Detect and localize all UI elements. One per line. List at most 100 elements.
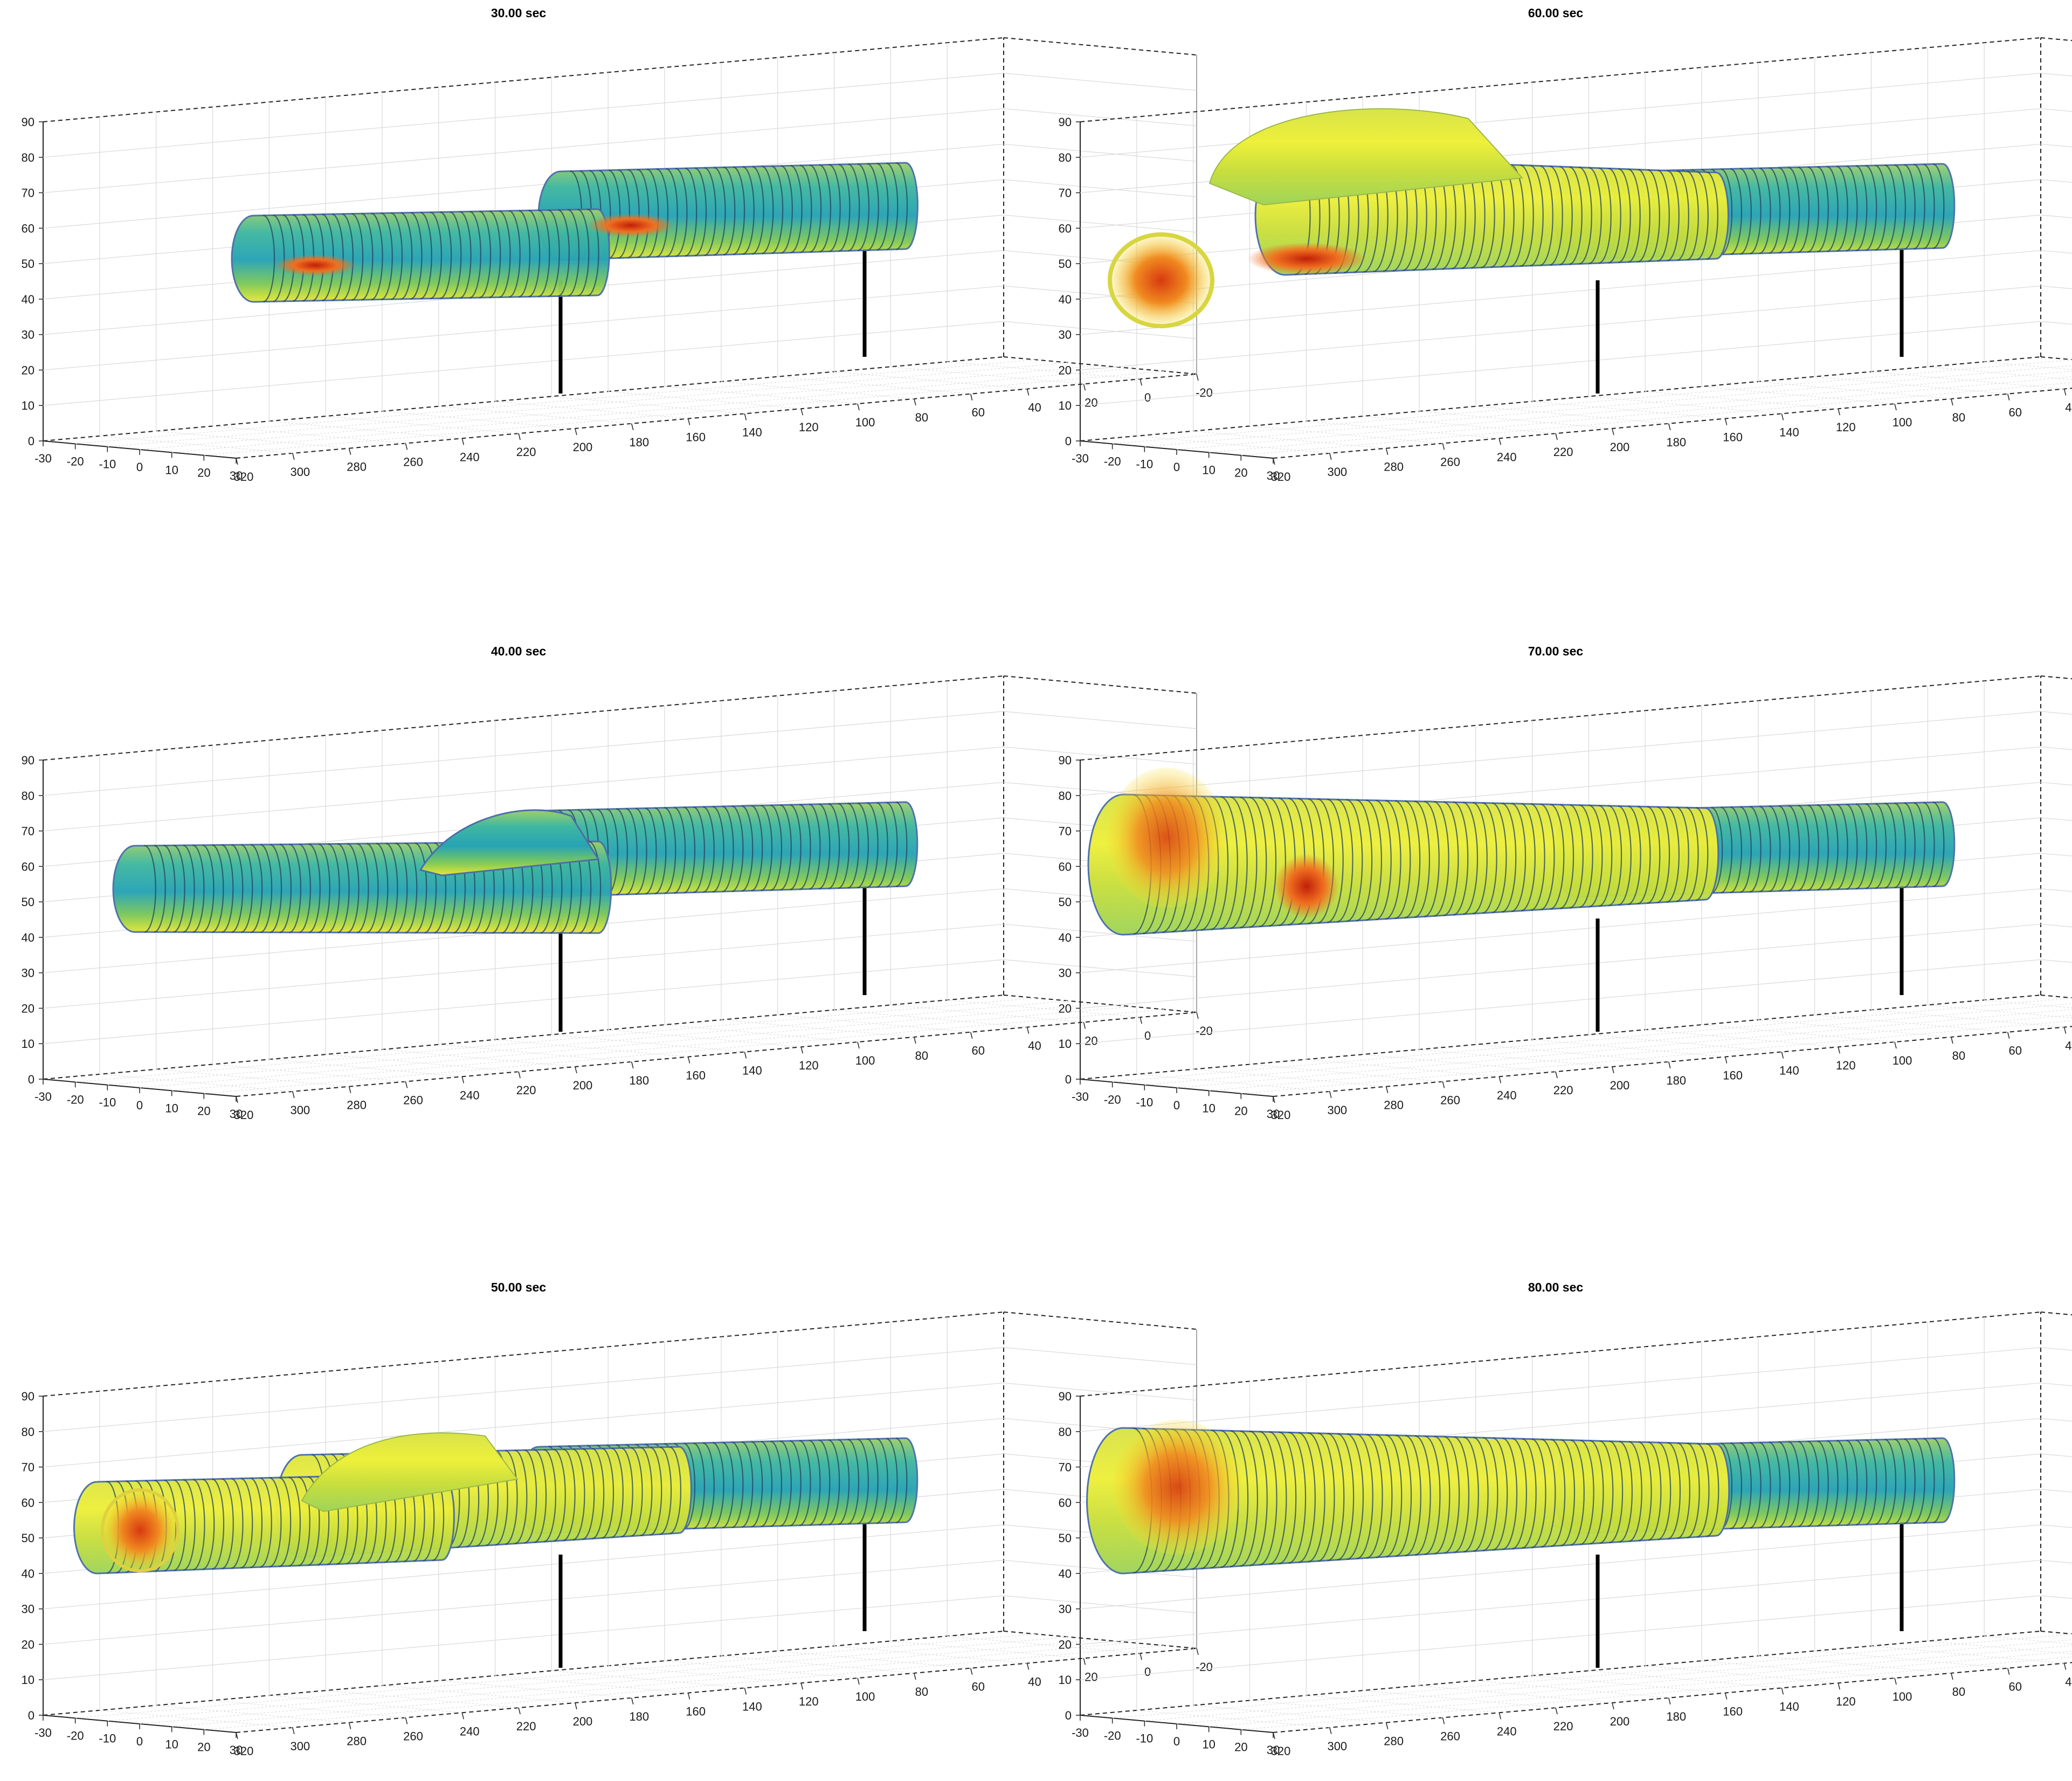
x-tick-label: 40 [1028, 1039, 1041, 1053]
grid-line [1144, 1639, 2072, 1722]
surface-ring [1453, 802, 1469, 916]
surface-ring [602, 1447, 614, 1539]
z-tick-label: 0 [1065, 1709, 1072, 1722]
panel-title: 30.00 sec [491, 6, 547, 20]
surface-ring [790, 804, 802, 890]
x-tick-mark [405, 443, 408, 450]
grid-line [43, 108, 1004, 194]
grid-line [2040, 1595, 2072, 1599]
surface-ring [1414, 1435, 1431, 1556]
y-tick-label: -20 [1104, 454, 1121, 468]
x-tick-label: 220 [1553, 1083, 1573, 1097]
box-edge [1003, 1311, 1197, 1330]
x-tick-mark [1951, 1037, 1953, 1044]
x-tick-mark [914, 1037, 916, 1044]
surface-ring [1385, 800, 1401, 920]
surface-ring [741, 1441, 754, 1528]
x-tick-mark [2063, 389, 2067, 396]
surface-ring [886, 1438, 898, 1524]
surface-ring [1706, 1443, 1719, 1537]
surface-ring [1807, 804, 1819, 891]
surface-ring [582, 1448, 595, 1540]
x-tick-mark [1781, 1052, 1784, 1059]
surface-ring [1827, 1440, 1839, 1527]
x-tick-label: 100 [1893, 416, 1912, 429]
surface-ring [1501, 803, 1517, 913]
surface-ring [505, 1449, 518, 1545]
z-tick-label: 20 [1059, 1638, 1072, 1651]
x-tick-mark [405, 1717, 408, 1724]
surface-ring [1472, 802, 1488, 915]
z-tick-label: 70 [1059, 1461, 1072, 1474]
surface-ring [818, 803, 831, 889]
box-edge [1003, 675, 1197, 694]
surface-ring [1249, 1431, 1268, 1566]
surface-ring [712, 806, 724, 893]
plume-surface [1087, 768, 1956, 936]
surface-ring [1721, 806, 1733, 894]
plume-surface [73, 1432, 918, 1575]
surface-ring [1598, 805, 1613, 907]
surface-ring [1434, 1435, 1451, 1555]
grid-line [1208, 1651, 2072, 1727]
surface-ring [1510, 164, 1524, 267]
z-tick-label: 50 [1059, 257, 1072, 271]
surface-ring [1560, 1439, 1576, 1547]
surface-ring [395, 843, 408, 934]
box-edge [2040, 356, 2072, 361]
grid-line [43, 959, 1004, 1044]
box-edge [2040, 675, 2072, 680]
x-tick-label: 160 [686, 431, 706, 444]
surface-ring [260, 844, 273, 933]
x-tick-mark [970, 1032, 973, 1039]
surface-ring [828, 1439, 840, 1525]
x-tick-label: 80 [1952, 1685, 1965, 1699]
grid-line [1003, 143, 1197, 162]
y-tick-label: 20 [1234, 1741, 1247, 1754]
x-tick-label: 120 [799, 1695, 819, 1708]
grid-line [2040, 711, 2072, 715]
x-tick-label: 260 [1440, 1093, 1460, 1107]
surface-ring [1865, 1439, 1877, 1525]
x-tick-label: 120 [799, 420, 819, 434]
surface-ring [1628, 168, 1641, 263]
x-tick-label: 100 [1893, 1054, 1912, 1067]
x-tick-mark [1442, 443, 1445, 450]
grid-line [1003, 1347, 1197, 1365]
box-edge [1080, 1311, 2041, 1397]
x-tick-label: 240 [460, 1088, 480, 1102]
x-tick-mark [1442, 1081, 1445, 1088]
x-tick-mark [1894, 403, 1897, 411]
x-tick-mark [2063, 1663, 2067, 1670]
x-tick-label: 200 [573, 1715, 593, 1728]
surface-ring [1788, 167, 1800, 253]
surface-ring [415, 843, 427, 934]
surface-ring [351, 213, 364, 301]
surface-ring [495, 1450, 508, 1546]
surface-ring [1667, 170, 1680, 261]
surface-ring [1657, 169, 1670, 262]
surface-ring [1404, 800, 1421, 919]
surface-ring [838, 164, 851, 252]
x-tick-label: 140 [742, 1064, 762, 1077]
grid-line [1003, 1382, 1197, 1401]
surface-ring [683, 1442, 696, 1530]
surface-ring [675, 168, 688, 257]
surface-ring [568, 209, 580, 297]
surface-ring [1580, 1440, 1594, 1545]
surface-ring [1463, 1437, 1479, 1552]
x-tick-mark [575, 1066, 577, 1074]
grid-line [2040, 888, 2072, 892]
plume-surface [1108, 108, 1956, 328]
z-tick-label: 60 [1059, 860, 1072, 873]
z-tick-label: 0 [28, 434, 34, 448]
panel-title: 60.00 sec [1528, 6, 1584, 20]
surface-ring [694, 167, 707, 257]
box-edge [2040, 37, 2072, 42]
surface-ring [1778, 1441, 1791, 1528]
surface-ring [450, 211, 462, 299]
grid-line [1003, 959, 1197, 977]
box-edge [1273, 1662, 2072, 1733]
grid-line [1928, 1004, 2072, 1018]
z-tick-label: 40 [22, 1567, 34, 1580]
